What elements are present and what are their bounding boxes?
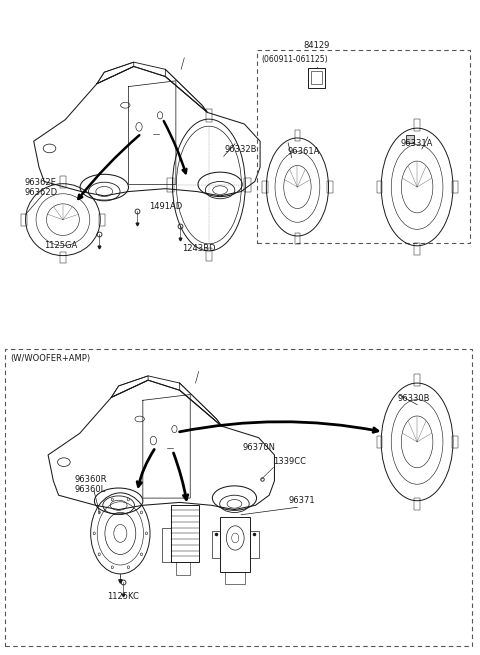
Bar [414,498,420,510]
Text: 96360R: 96360R [75,476,108,484]
Text: 1125GA: 1125GA [44,240,77,250]
Bar [205,248,212,261]
Text: 1125KC: 1125KC [107,592,139,601]
Bar [167,178,174,191]
Bar [171,504,199,562]
Bar [414,119,420,131]
Bar [262,181,268,193]
Circle shape [93,532,95,534]
Text: 96371: 96371 [289,496,315,505]
Bar [225,572,245,584]
Text: (060911-061125): (060911-061125) [262,55,328,64]
Text: 96360L: 96360L [75,485,106,494]
Bar [414,243,420,255]
Bar [376,181,382,193]
Bar [257,50,470,242]
Text: 1339CC: 1339CC [274,457,307,466]
Bar [60,252,66,263]
Bar [295,233,300,244]
Text: 96330B: 96330B [398,394,431,403]
Bar [308,68,325,88]
Text: 96362D: 96362D [24,188,58,196]
Bar [250,531,259,559]
Bar [205,109,212,122]
Circle shape [145,532,147,534]
Bar [295,130,300,141]
Circle shape [98,553,100,555]
Bar [327,181,333,193]
Text: 96362E: 96362E [24,178,57,187]
Bar [244,178,251,191]
Text: 96370N: 96370N [242,443,276,452]
Bar [452,436,457,448]
Circle shape [127,566,130,569]
Text: 1243BD: 1243BD [182,244,216,253]
Circle shape [98,511,100,514]
Text: (W/WOOFER+AMP): (W/WOOFER+AMP) [10,354,90,364]
Bar [5,349,472,646]
Bar [452,181,457,193]
Circle shape [141,553,143,555]
Bar [99,214,105,225]
Bar [311,71,323,84]
Text: 84129: 84129 [303,41,330,50]
Bar [162,528,171,562]
Text: 96361A: 96361A [288,147,320,157]
Circle shape [127,498,130,501]
Bar [212,531,220,559]
Bar [176,562,190,575]
Circle shape [141,511,143,514]
Bar [376,436,382,448]
Text: 96331A: 96331A [401,139,433,148]
Bar [414,374,420,386]
Bar [406,136,414,143]
Text: 96332B: 96332B [225,145,257,155]
Bar [21,214,26,225]
Bar [60,176,66,188]
Circle shape [111,498,113,501]
Circle shape [111,566,113,569]
Text: 1491AD: 1491AD [149,202,182,211]
Bar [220,517,250,572]
